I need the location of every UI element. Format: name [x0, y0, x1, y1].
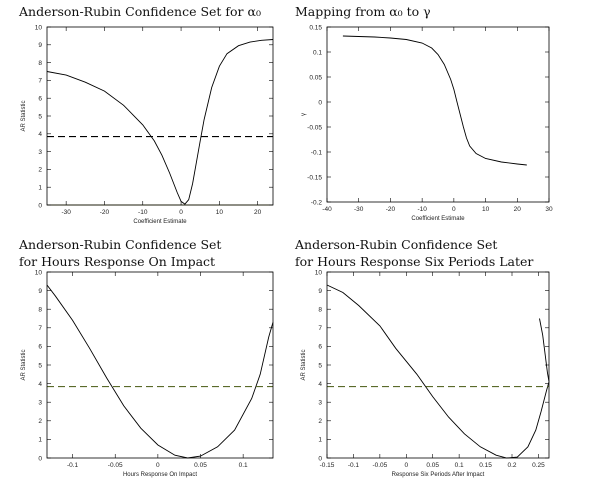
chart-2-y-tick-label: -0.05: [307, 124, 322, 131]
chart-3-x-tick-label: 0.05: [194, 462, 207, 469]
chart-3-y-axis-label: AR Statistic: [21, 349, 27, 380]
chart-1-y-tick-label: 1: [38, 185, 42, 192]
chart-4-x-tick-label: 0.15: [479, 462, 492, 469]
chart-4-x-tick-label: 0.2: [507, 462, 516, 469]
chart-1-x-tick-label: 10: [216, 209, 224, 216]
chart-2-x-tick-label: -40: [322, 206, 332, 213]
chart-4-y-tick-label: 0: [318, 455, 322, 462]
chart-3-y-tick-label: 4: [38, 381, 42, 388]
chart-4-y-tick-label: 6: [318, 344, 322, 351]
chart-1-y-tick-label: 8: [38, 60, 42, 67]
chart-1-x-tick-label: -30: [61, 209, 71, 216]
chart-4-x-tick-label: -0.15: [320, 462, 335, 469]
chart-2-x-tick-label: 0: [452, 206, 456, 213]
chart-4-x-tick-label: 0.1: [455, 462, 464, 469]
chart-4-y-tick-label: 9: [318, 288, 322, 295]
chart-3-x-tick-label: 0.1: [239, 462, 248, 469]
chart-2-x-tick-label: -10: [417, 206, 427, 213]
chart-1-title-line: Anderson-Rubin Confidence Set for α₀: [19, 4, 261, 19]
chart-2-y-tick-label: 0: [318, 99, 322, 106]
chart-2-x-axis-label: Coefficient Estimate: [411, 216, 465, 222]
chart-3-x-axis-label: Hours Response On Impact: [123, 472, 197, 478]
chart-2-y-tick-label: 0.1: [313, 49, 322, 56]
chart-4-y-tick-label: 4: [318, 381, 322, 388]
chart-4-series-1-line: [326, 284, 550, 459]
chart-1-y-axis-label: AR Statistic: [21, 100, 27, 131]
chart-3-series-1-line: [46, 284, 274, 459]
chart-4-x-tick-label: 0.25: [532, 462, 545, 469]
chart-2-y-tick-label: -0.1: [311, 149, 323, 156]
chart-4-y-tick-label: 3: [318, 400, 322, 407]
chart-1-x-tick-label: -10: [138, 209, 148, 216]
chart-2-x-tick-label: 10: [482, 206, 490, 213]
chart-3-y-tick-label: 3: [38, 400, 42, 407]
chart-4-y-axis-label: AR Statistic: [301, 349, 307, 380]
chart-4-x-axis-label: Response Six Periods After Impact: [392, 472, 485, 478]
chart-1-y-tick-label: 10: [35, 24, 43, 31]
chart-2-x-tick-label: 30: [545, 206, 553, 213]
chart-1-title: Anderson-Rubin Confidence Set for α₀: [19, 3, 261, 20]
chart-1-y-tick-label: 0: [38, 202, 42, 209]
chart-4-y-tick-label: 2: [318, 418, 322, 425]
chart-1-y-tick-label: 3: [38, 149, 42, 156]
chart-3-y-tick-label: 7: [38, 325, 42, 332]
chart-1-x-tick-label: 20: [254, 209, 262, 216]
chart-2-y-axis-label: γ: [301, 113, 307, 116]
chart-4-x-tick-label: 0.05: [426, 462, 439, 469]
chart-1-y-tick-label: 4: [38, 131, 42, 138]
chart-4-y-tick-label: 10: [315, 269, 323, 276]
chart-3-x-tick-label: -0.1: [67, 462, 79, 469]
chart-3-x-tick-label: -0.05: [108, 462, 123, 469]
chart-1-x-tick-label: -20: [100, 209, 110, 216]
chart-2-series-1-line: [342, 35, 527, 166]
chart-2-y-tick-label: -0.2: [311, 199, 323, 206]
chart-4-y-tick-label: 1: [318, 437, 322, 444]
chart-1-y-tick-label: 6: [38, 96, 42, 103]
chart-3-y-tick-label: 1: [38, 437, 42, 444]
chart-3-y-tick-label: 2: [38, 418, 42, 425]
chart-2-x-tick-label: -20: [386, 206, 396, 213]
chart-3-x-tick-label: 0: [156, 462, 160, 469]
chart-4-y-tick-label: 5: [318, 362, 322, 369]
chart-4-title-line-2: for Hours Response Six Periods Later: [295, 254, 534, 269]
chart-4-title: Anderson-Rubin Confidence Set for Hours …: [295, 236, 533, 270]
chart-3-title-line-2: for Hours Response On Impact: [19, 254, 216, 269]
chart-4-series-2-line: [539, 318, 550, 382]
chart-2-plot-frame: [326, 26, 550, 203]
chart-3-y-tick-label: 6: [38, 344, 42, 351]
chart-2-title: Mapping from α₀ to γ: [295, 3, 431, 20]
chart-4-x-tick-label: -0.1: [348, 462, 360, 469]
chart-4-x-tick-label: 0: [404, 462, 408, 469]
chart-4-x-tick-label: -0.05: [372, 462, 387, 469]
chart-4-y-tick-label: 7: [318, 325, 322, 332]
chart-2-y-tick-label: -0.15: [307, 174, 322, 181]
chart-2-x-tick-label: 20: [514, 206, 522, 213]
chart-2-x-tick-label: -30: [354, 206, 364, 213]
chart-1-plot-frame: [46, 26, 274, 206]
chart-1-y-tick-label: 5: [38, 113, 42, 120]
chart-2-y-tick-label: 0.05: [309, 74, 322, 81]
chart-3-plot-frame: [46, 271, 274, 459]
chart-2-y-tick-label: 0.15: [309, 24, 322, 31]
chart-3-y-tick-label: 10: [35, 269, 43, 276]
chart-3-title: Anderson-Rubin Confidence Set for Hours …: [19, 236, 221, 270]
chart-1-x-axis-label: Coefficient Estimate: [133, 219, 187, 225]
chart-3-y-tick-label: 9: [38, 288, 42, 295]
chart-3-title-line-1: Anderson-Rubin Confidence Set: [19, 237, 222, 252]
chart-1-y-tick-label: 9: [38, 42, 42, 49]
chart-3-y-tick-label: 8: [38, 307, 42, 314]
chart-1-x-tick-label: 0: [179, 209, 183, 216]
chart-4-y-tick-label: 8: [318, 307, 322, 314]
chart-3-y-tick-label: 5: [38, 362, 42, 369]
chart-1-y-tick-label: 2: [38, 167, 42, 174]
chart-4-title-line-1: Anderson-Rubin Confidence Set: [295, 237, 498, 252]
chart-4-plot-frame: [326, 271, 550, 459]
chart-3-y-tick-label: 0: [38, 455, 42, 462]
chart-1-y-tick-label: 7: [38, 78, 42, 85]
chart-2-title-line: Mapping from α₀ to γ: [295, 4, 431, 19]
chart-1-series-1-line: [46, 39, 274, 205]
